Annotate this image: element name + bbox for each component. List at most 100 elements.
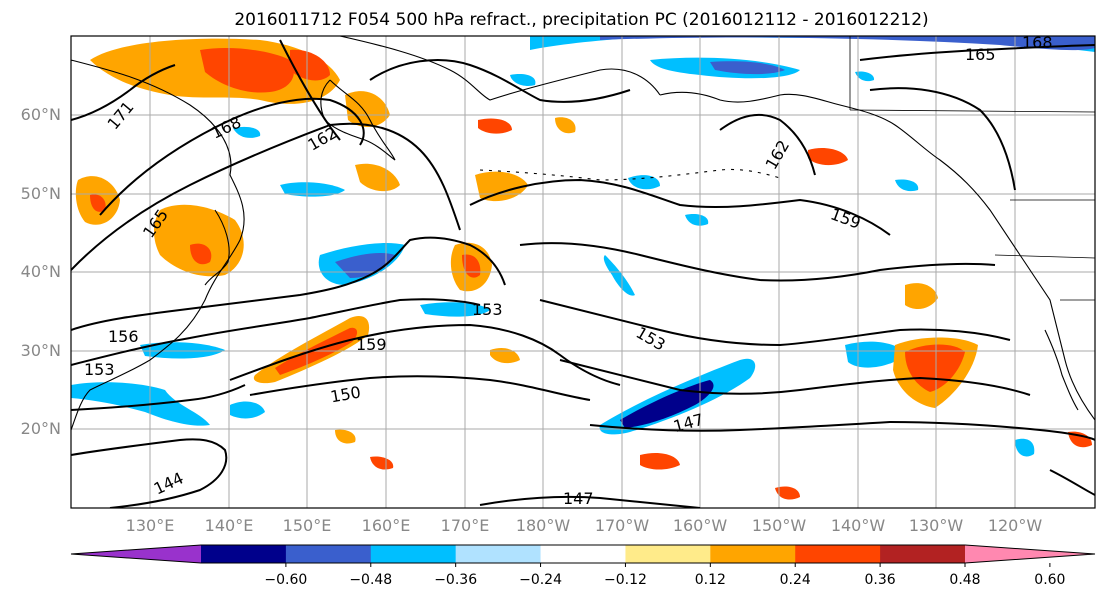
colorbar-segment bbox=[285, 545, 372, 563]
precip-patches bbox=[71, 36, 1095, 500]
lon-label: 160°W bbox=[673, 516, 728, 535]
precip-patch-pos bbox=[345, 91, 390, 127]
contour-line bbox=[559, 359, 1031, 396]
precip-patch-pos bbox=[335, 429, 356, 444]
precip-patch-pos bbox=[370, 456, 394, 470]
precip-patch-pos bbox=[154, 204, 244, 277]
map-area: 171 168 162 165 156 153 159 150 153 159 … bbox=[71, 33, 1095, 508]
colorbar-extend-high bbox=[965, 545, 1095, 563]
coastline-alaska bbox=[659, 91, 1021, 256]
latitude-labels: 60°N 50°N 40°N 30°N 20°N bbox=[21, 105, 61, 438]
lat-label-30n: 30°N bbox=[21, 341, 61, 360]
coastline-asia bbox=[71, 59, 245, 431]
contour-label: 168 bbox=[1022, 33, 1053, 52]
refractivity-contours bbox=[71, 39, 1095, 508]
lon-label: 160°E bbox=[362, 516, 411, 535]
precip-patch-neg bbox=[420, 302, 490, 317]
precip-patch-strong bbox=[905, 344, 965, 392]
precip-patch-pos bbox=[478, 118, 512, 134]
colorbar-segment bbox=[540, 545, 626, 563]
colorbar-tick-label: −0.60 bbox=[264, 572, 307, 588]
colorbar-segment bbox=[710, 545, 796, 563]
precip-patch-pos bbox=[555, 117, 576, 134]
coastline-siberia-north bbox=[339, 36, 661, 101]
precip-patch-neg-strong bbox=[710, 61, 785, 75]
contour-line bbox=[719, 113, 816, 176]
lon-label: 170°W bbox=[595, 516, 650, 535]
coastlines bbox=[71, 36, 1095, 431]
colorbar-tick-label: 0.36 bbox=[865, 572, 896, 588]
contour-line bbox=[589, 420, 1095, 441]
precip-patch-neg bbox=[855, 71, 875, 82]
contour-label: 156 bbox=[108, 327, 139, 346]
colorbar-tick-label: −0.48 bbox=[349, 572, 392, 588]
contour-line bbox=[519, 242, 996, 282]
contour-line bbox=[99, 97, 365, 216]
precip-patch-neg bbox=[603, 255, 635, 296]
coastline-north-america-west bbox=[1019, 254, 1095, 421]
contour-line bbox=[1049, 469, 1095, 496]
precip-patch-neg bbox=[1015, 438, 1035, 457]
precip-patch-neg bbox=[140, 342, 225, 359]
contour-line bbox=[71, 122, 461, 271]
precip-patch-pos bbox=[905, 283, 938, 310]
colorbar-tick-label: 0.24 bbox=[780, 572, 811, 588]
map-frame bbox=[70, 35, 1096, 509]
contour-label: 165 bbox=[965, 45, 996, 64]
precip-patch-neg bbox=[895, 179, 919, 192]
precip-patch-neg bbox=[628, 175, 660, 190]
contour-label: 153 bbox=[84, 360, 115, 379]
lon-label: 150°E bbox=[283, 516, 332, 535]
colorbar-tick-label: −0.12 bbox=[604, 572, 647, 588]
precip-patch-strong bbox=[90, 194, 106, 212]
lon-label: 130°E bbox=[126, 516, 175, 535]
contour-line bbox=[71, 298, 481, 366]
contour-line bbox=[859, 44, 1095, 61]
precip-patch-neg bbox=[685, 214, 709, 226]
colorbar-tick-label: 0.48 bbox=[949, 572, 980, 588]
colorbar-tick-label: 0.60 bbox=[1034, 572, 1065, 588]
longitude-labels: 130°E 140°E 150°E 160°E 170°E 180°W 170°… bbox=[126, 516, 1043, 535]
lon-label: 130°W bbox=[909, 516, 964, 535]
contour-line bbox=[71, 384, 246, 411]
graticule bbox=[71, 36, 1095, 508]
colorbar-segment bbox=[370, 545, 457, 563]
lat-label-50n: 50°N bbox=[21, 184, 61, 203]
precip-patch-neg bbox=[230, 401, 265, 419]
lon-label: 170°E bbox=[441, 516, 490, 535]
contour-line bbox=[71, 236, 506, 331]
contour-line bbox=[539, 299, 1011, 347]
colorbar-tick-label: 0.12 bbox=[695, 572, 726, 588]
precip-patch-pos bbox=[1068, 431, 1092, 448]
precip-patch-neg bbox=[233, 126, 261, 138]
precip-patch-pos bbox=[355, 163, 400, 192]
colorbar-segment bbox=[201, 545, 287, 563]
contour-line bbox=[71, 64, 176, 121]
precip-patch-neg bbox=[510, 74, 536, 86]
map-title: 2016011712 F054 500 hPa refract., precip… bbox=[234, 10, 929, 30]
lon-label: 140°E bbox=[205, 516, 254, 535]
colorbar-tick-label: −0.36 bbox=[434, 572, 477, 588]
contour-line bbox=[469, 178, 891, 236]
lat-label-20n: 20°N bbox=[21, 419, 61, 438]
contour-line bbox=[869, 87, 1016, 191]
colorbar-segment bbox=[795, 545, 881, 563]
precip-patch-neg bbox=[71, 382, 210, 426]
precip-patch-strong bbox=[200, 48, 294, 93]
colorbar-segment bbox=[455, 545, 542, 563]
colorbar: −0.60 −0.48 −0.36 −0.24 −0.12 0.12 0.24 0.36 0.4… bbox=[70, 544, 1096, 588]
lon-label: 140°W bbox=[831, 516, 886, 535]
contour-line bbox=[369, 59, 631, 103]
coastline-japan bbox=[204, 209, 230, 286]
lon-label: 150°W bbox=[752, 516, 807, 535]
colorbar-outline bbox=[70, 544, 1096, 564]
precip-patch-strong bbox=[290, 49, 330, 81]
colorbar-extend-low bbox=[71, 545, 201, 563]
precip-patch-neg bbox=[280, 182, 345, 197]
contour-line bbox=[249, 375, 591, 401]
precip-patch-strong bbox=[190, 243, 212, 265]
lat-label-60n: 60°N bbox=[21, 105, 61, 124]
precip-patch-neg bbox=[845, 341, 905, 368]
lat-label-40n: 40°N bbox=[21, 262, 61, 281]
coastline-aleutians bbox=[479, 168, 781, 181]
